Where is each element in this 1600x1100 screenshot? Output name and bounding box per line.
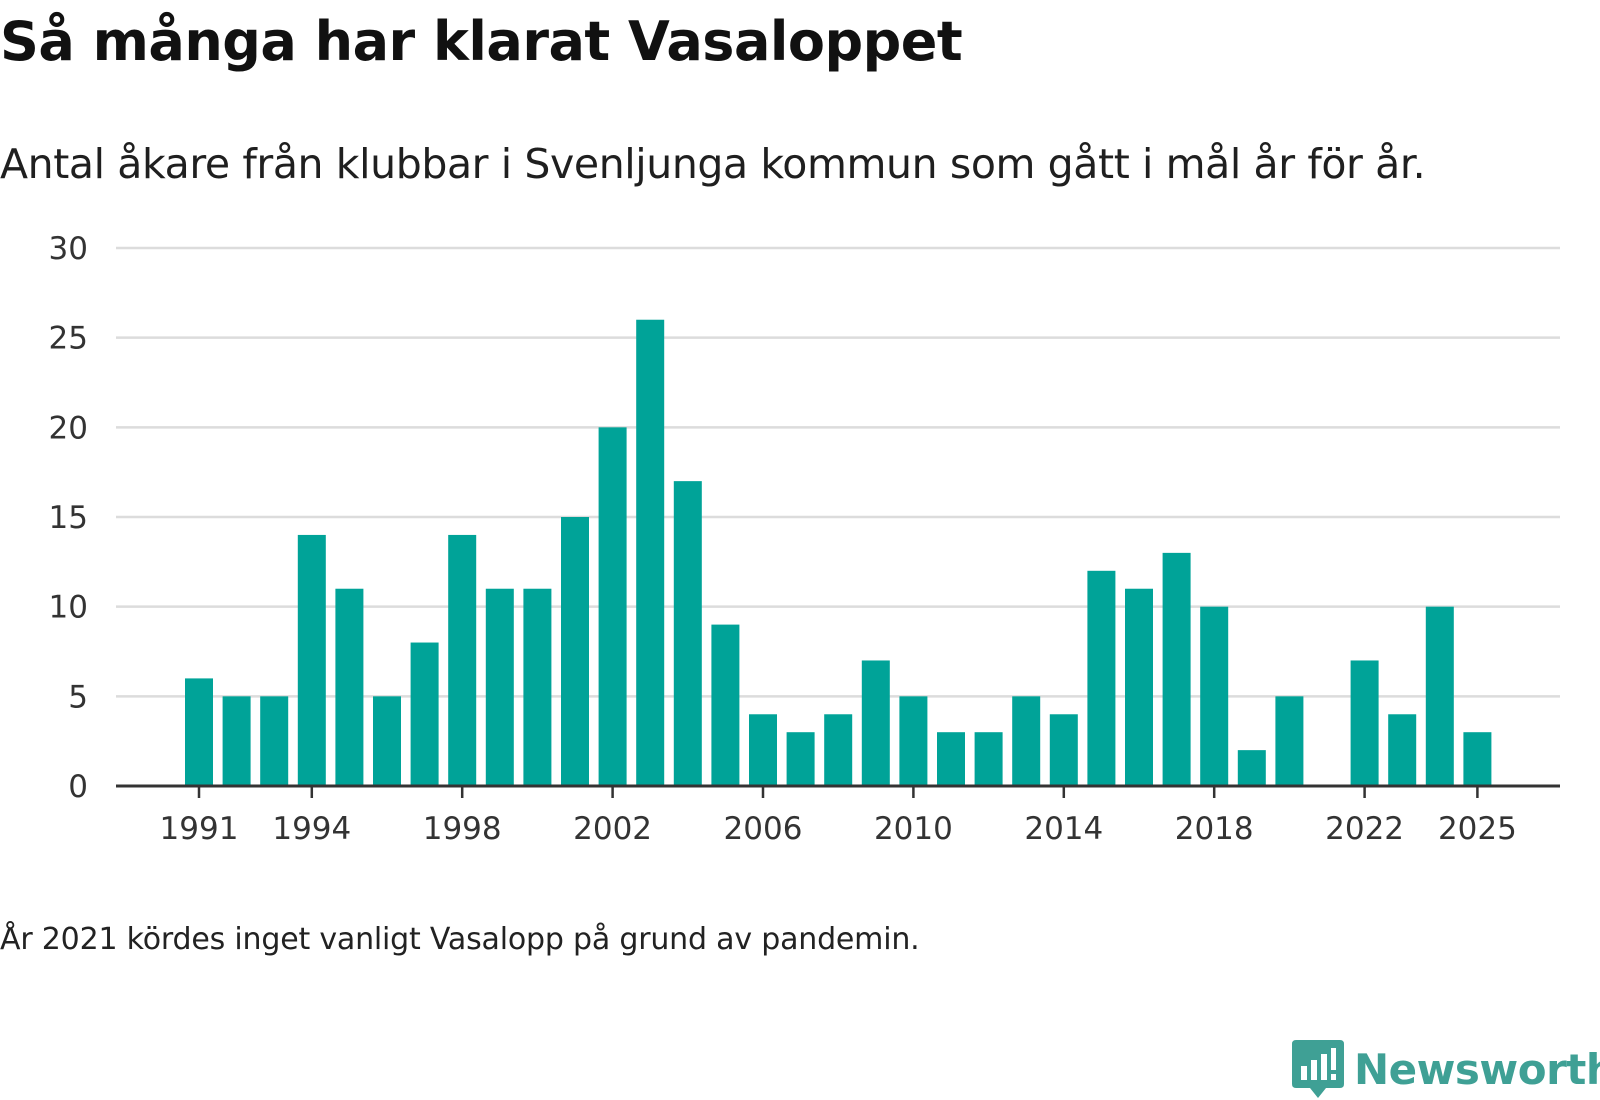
chart-footnote: År 2021 kördes inget vanligt Vasalopp på… <box>0 922 920 957</box>
x-axis: 1991 1994 1998 2002 2006 2010 2014 2018 2022 2025 <box>116 784 1560 847</box>
y-tick-label: 5 <box>68 679 88 715</box>
bar-2011 <box>937 732 965 786</box>
bar-2012 <box>974 732 1003 786</box>
bar-1998 <box>448 534 477 786</box>
bar-2004 <box>673 481 702 786</box>
y-tick-label: 25 <box>49 321 88 357</box>
bar-2020 <box>1275 696 1304 786</box>
bar-2000 <box>523 588 552 786</box>
y-tick-label: 0 <box>68 769 88 805</box>
y-tick-label: 30 <box>49 231 88 267</box>
x-tick-label: 1994 <box>272 811 351 847</box>
bar-1993 <box>260 696 289 786</box>
bar-1999 <box>485 588 514 786</box>
bars <box>185 319 1492 786</box>
chart-title: Så många har klarat Vasaloppet <box>0 10 963 73</box>
bar-2024 <box>1425 606 1454 786</box>
bar-2014 <box>1049 714 1078 786</box>
bar-2023 <box>1388 714 1417 786</box>
bar-2006 <box>749 714 777 786</box>
bar-2007 <box>786 732 815 786</box>
chart-subtitle: Antal åkare från klubbar i Svenljunga ko… <box>0 140 1426 188</box>
x-tick-label: 2002 <box>573 811 652 847</box>
x-tick-label: 2022 <box>1325 811 1404 847</box>
bar-1997 <box>410 642 439 786</box>
y-tick-label: 10 <box>49 590 88 626</box>
bar-2015 <box>1087 570 1116 786</box>
y-tick-label: 15 <box>49 500 88 536</box>
bar-2003 <box>636 319 665 786</box>
bar-2009 <box>861 660 890 786</box>
x-tick-label: 1998 <box>423 811 502 847</box>
bar-2016 <box>1125 588 1153 786</box>
bar-2025 <box>1463 732 1492 786</box>
x-tick-label: 2010 <box>874 811 953 847</box>
bar-2002 <box>598 427 627 786</box>
x-tick-label: 2014 <box>1024 811 1103 847</box>
x-tick-label: 2025 <box>1438 811 1517 847</box>
bar-2010 <box>899 696 928 786</box>
x-tick-label: 2006 <box>724 811 803 847</box>
bar-1994 <box>297 534 326 786</box>
bar-2001 <box>561 517 589 786</box>
y-axis-ticks: 0 5 10 15 20 25 30 <box>49 231 88 805</box>
bar-1995 <box>335 588 364 786</box>
bar-2008 <box>824 714 853 786</box>
x-tick-label: 1991 <box>160 811 239 847</box>
bar-2017 <box>1162 552 1191 786</box>
grid-lines <box>116 246 1560 698</box>
bar-2005 <box>711 624 740 786</box>
bar-1996 <box>373 696 401 786</box>
bar-2018 <box>1200 606 1229 786</box>
bar-2022 <box>1350 660 1379 786</box>
brand-name: Newsworthy <box>1354 1044 1600 1094</box>
y-tick-label: 20 <box>49 410 88 446</box>
bar-2013 <box>1012 696 1041 786</box>
bar-1991 <box>185 678 213 786</box>
newsworthy-logo-icon <box>1292 1040 1344 1098</box>
brand-logo: Newsworthy <box>1292 1040 1600 1098</box>
bar-2019 <box>1237 750 1266 786</box>
bar-1992 <box>222 696 251 786</box>
x-tick-label: 2018 <box>1175 811 1254 847</box>
